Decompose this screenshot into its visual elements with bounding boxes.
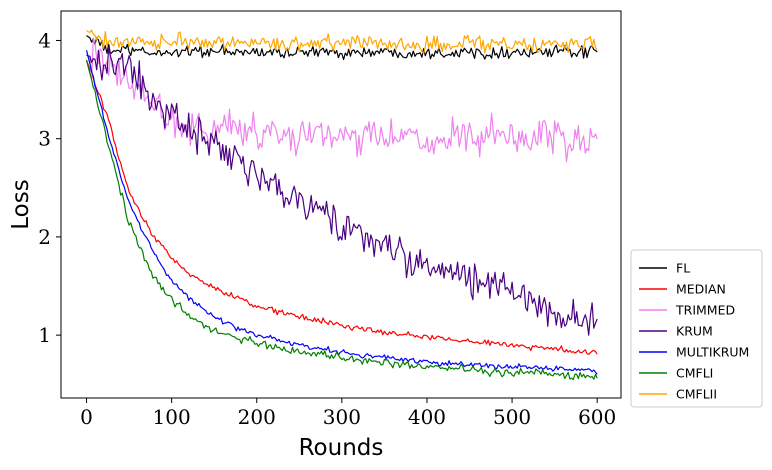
series-line-cmfli xyxy=(85,59,598,381)
series-line-multikrum xyxy=(85,50,598,375)
legend-label: CMFLI xyxy=(676,366,713,381)
legend-label: MEDIAN xyxy=(676,282,726,297)
x-tick-label: 300 xyxy=(323,405,361,429)
series-line-krum xyxy=(86,46,598,336)
y-axis: 1 2 3 4 xyxy=(38,28,61,347)
y-tick-label: 4 xyxy=(38,28,51,52)
y-tick-label: 1 xyxy=(38,323,51,347)
x-tick-label: 600 xyxy=(578,405,616,429)
legend-label: FL xyxy=(676,261,690,276)
series-line-trimmed xyxy=(86,37,598,163)
x-axis-title: Rounds xyxy=(299,435,384,461)
legend-label: KRUM xyxy=(676,324,713,339)
y-tick-label: 3 xyxy=(38,127,51,151)
x-axis: 0 100 200 300 400 500 600 xyxy=(80,398,616,429)
series-line-fl xyxy=(86,35,598,61)
legend-label: TRIMMED xyxy=(675,303,735,318)
legend-label: MULTIKRUM xyxy=(676,345,749,360)
x-tick-label: 400 xyxy=(408,405,446,429)
series-line-median xyxy=(85,59,598,355)
plot-frame xyxy=(60,10,622,399)
series-layer xyxy=(85,29,598,381)
x-tick-label: 0 xyxy=(80,405,93,429)
x-tick-label: 100 xyxy=(153,405,191,429)
x-tick-label: 500 xyxy=(493,405,531,429)
series-line-cmflii xyxy=(86,29,598,55)
legend: FL MEDIAN TRIMMED KRUM MULTIKRUM CMFLI CMFLII xyxy=(630,249,763,408)
x-tick-label: 200 xyxy=(238,405,276,429)
legend-label: CMFLII xyxy=(676,387,717,402)
y-axis-title: Loss xyxy=(8,179,34,229)
y-tick-label: 2 xyxy=(38,225,51,249)
